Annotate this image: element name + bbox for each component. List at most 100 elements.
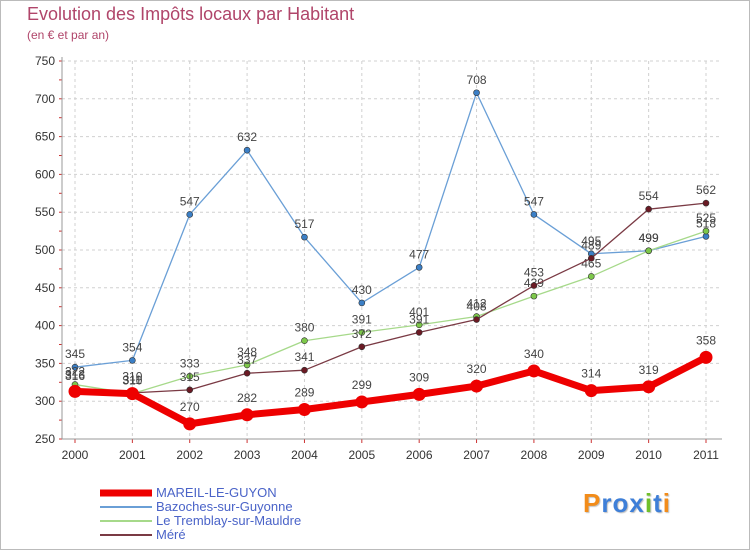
x-tick-label: 2003 <box>234 448 261 462</box>
x-tick-label: 2000 <box>62 448 89 462</box>
logo-letter: o <box>612 488 630 518</box>
x-tick-label: 2002 <box>176 448 203 462</box>
data-label-mareil-le-guyon: 314 <box>581 367 601 381</box>
legend-label-bazoches: Bazoches-sur-Guyonne <box>156 499 293 514</box>
data-label-le-tremblay-sur-mauldre: 499 <box>639 231 659 245</box>
data-label-le-tremblay-sur-mauldre: 380 <box>294 321 314 335</box>
legend-label-tremblay: Le Tremblay-sur-Mauldre <box>156 513 302 528</box>
y-tick-label: 500 <box>35 243 55 257</box>
data-label-le-tremblay-sur-mauldre: 333 <box>180 356 200 370</box>
data-label-bazoches-sur-guyonne: 632 <box>237 130 257 144</box>
data-point-bazoches-sur-guyonne <box>186 211 194 218</box>
data-label-le-tremblay-sur-mauldre: 412 <box>467 297 487 311</box>
data-label-bazoches-sur-guyonne: 547 <box>524 194 544 208</box>
data-point-bazoches-sur-guyonne <box>415 264 423 271</box>
data-point-bazoches-sur-guyonne <box>71 363 79 371</box>
data-label-m-r-: 562 <box>696 183 716 197</box>
series-line-le-tremblay-sur-mauldre <box>74 230 707 395</box>
data-point-le-tremblay-sur-mauldre <box>702 227 710 235</box>
logo-letter: P <box>583 488 602 518</box>
data-label-bazoches-sur-guyonne: 354 <box>122 340 142 354</box>
data-point-m-r- <box>186 386 194 394</box>
data-label-mareil-le-guyon: 313 <box>65 367 85 381</box>
x-tick-label: 2008 <box>521 448 548 462</box>
data-point-bazoches-sur-guyonne <box>530 211 538 218</box>
data-point-mareil-le-guyon <box>68 384 82 398</box>
y-tick-label: 450 <box>35 281 55 295</box>
legend-swatch-tremblay <box>100 520 152 522</box>
chart-title: Evolution des Impôts locaux par Habitant <box>27 4 355 24</box>
data-label-bazoches-sur-guyonne: 517 <box>294 217 314 231</box>
x-tick-label: 2006 <box>406 448 433 462</box>
data-label-mareil-le-guyon: 299 <box>352 378 372 392</box>
series-line-mareil-le-guyon <box>71 353 710 428</box>
data-label-mareil-le-guyon: 340 <box>524 347 544 361</box>
data-point-mareil-le-guyon <box>584 384 598 398</box>
data-point-mareil-le-guyon <box>470 379 484 393</box>
legend-swatch-mareil <box>100 489 152 497</box>
y-tick-label: 250 <box>35 432 55 446</box>
x-tick-label: 2007 <box>463 448 490 462</box>
data-label-bazoches-sur-guyonne: 708 <box>467 73 487 87</box>
data-point-m-r- <box>530 282 538 289</box>
data-point-mareil-le-guyon <box>355 395 369 409</box>
data-point-bazoches-sur-guyonne <box>129 357 136 364</box>
data-point-mareil-le-guyon <box>642 380 656 394</box>
x-tick-label: 2010 <box>635 448 662 462</box>
y-tick-label: 350 <box>35 356 55 370</box>
data-point-m-r- <box>702 199 710 207</box>
data-label-bazoches-sur-guyonne: 430 <box>352 283 372 297</box>
data-point-le-tremblay-sur-mauldre <box>358 329 366 336</box>
data-label-mareil-le-guyon: 320 <box>467 362 487 376</box>
data-point-mareil-le-guyon <box>527 364 541 378</box>
data-point-le-tremblay-sur-mauldre <box>186 372 194 380</box>
y-tick-label: 300 <box>35 394 55 408</box>
x-tick-label: 2001 <box>119 448 146 462</box>
data-point-m-r- <box>358 343 366 351</box>
legend-label-mareil: MAREIL-LE-GUYON <box>156 485 277 500</box>
x-tick-label: 2009 <box>578 448 605 462</box>
y-tick-label: 700 <box>35 92 55 106</box>
data-point-mareil-le-guyon <box>412 387 426 401</box>
data-point-mareil-le-guyon <box>125 387 139 401</box>
y-tick-label: 650 <box>35 130 55 144</box>
data-point-m-r- <box>473 316 480 323</box>
data-point-mareil-le-guyon <box>297 403 311 417</box>
data-label-m-r-: 372 <box>352 327 372 341</box>
data-label-m-r-: 316 <box>65 369 85 383</box>
data-point-bazoches-sur-guyonne <box>473 89 480 97</box>
y-tick-label: 600 <box>35 167 55 181</box>
proxiti-logo: Proxiti <box>583 488 671 519</box>
data-label-bazoches-sur-guyonne: 518 <box>696 216 716 230</box>
legend-label-mere: Méré <box>156 527 186 542</box>
data-label-m-r-: 341 <box>294 350 314 364</box>
data-label-mareil-le-guyon: 282 <box>237 391 257 405</box>
data-label-mareil-le-guyon: 270 <box>180 400 200 414</box>
data-point-le-tremblay-sur-mauldre <box>301 337 308 345</box>
data-point-le-tremblay-sur-mauldre <box>243 361 251 369</box>
data-point-m-r- <box>415 329 423 336</box>
data-point-le-tremblay-sur-mauldre <box>645 247 652 255</box>
legend-swatch-bazoches <box>100 506 152 508</box>
chart-subtitle: (en € et par an) <box>27 28 110 42</box>
data-label-m-r-: 311 <box>123 373 142 387</box>
y-tick-label: 750 <box>35 54 55 68</box>
data-point-m-r- <box>243 369 251 377</box>
data-label-le-tremblay-sur-mauldre: 391 <box>352 312 372 326</box>
x-tick-label: 2011 <box>693 448 719 462</box>
data-point-bazoches-sur-guyonne <box>243 146 251 154</box>
data-point-m-r- <box>645 205 652 213</box>
data-point-mareil-le-guyon <box>699 350 713 364</box>
data-label-mareil-le-guyon: 289 <box>294 386 314 400</box>
x-tick-label: 2004 <box>291 448 318 462</box>
data-label-mareil-le-guyon: 310 <box>122 370 142 384</box>
data-label-m-r-: 337 <box>237 353 257 367</box>
data-label-m-r-: 315 <box>180 370 200 384</box>
logo-letter: r <box>601 488 613 518</box>
data-label-mareil-le-guyon: 309 <box>409 370 429 384</box>
data-label-bazoches-sur-guyonne: 345 <box>65 347 85 361</box>
logo-letter: i <box>662 488 671 518</box>
data-label-bazoches-sur-guyonne: 547 <box>180 194 200 208</box>
